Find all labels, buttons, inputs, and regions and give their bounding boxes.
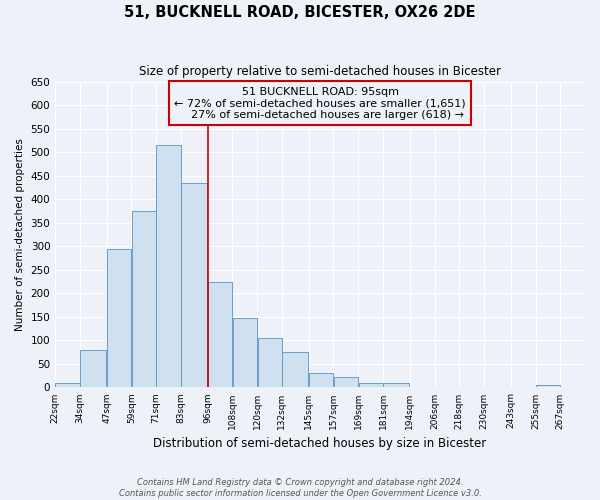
Bar — [107, 249, 131, 388]
Bar — [359, 382, 383, 388]
X-axis label: Distribution of semi-detached houses by size in Bicester: Distribution of semi-detached houses by … — [154, 437, 487, 450]
Bar — [55, 382, 80, 388]
Bar — [80, 350, 106, 388]
Title: Size of property relative to semi-detached houses in Bicester: Size of property relative to semi-detach… — [139, 65, 501, 78]
Text: 51, BUCKNELL ROAD, BICESTER, OX26 2DE: 51, BUCKNELL ROAD, BICESTER, OX26 2DE — [124, 5, 476, 20]
Bar — [208, 282, 232, 388]
Bar — [334, 377, 358, 388]
Bar — [282, 352, 308, 388]
Text: 51 BUCKNELL ROAD: 95sqm
← 72% of semi-detached houses are smaller (1,651)
    27: 51 BUCKNELL ROAD: 95sqm ← 72% of semi-de… — [174, 86, 466, 120]
Bar — [233, 318, 257, 388]
Bar — [536, 385, 560, 388]
Text: Contains HM Land Registry data © Crown copyright and database right 2024.
Contai: Contains HM Land Registry data © Crown c… — [119, 478, 481, 498]
Bar — [132, 211, 156, 388]
Bar — [257, 338, 281, 388]
Y-axis label: Number of semi-detached properties: Number of semi-detached properties — [15, 138, 25, 331]
Bar — [157, 146, 181, 388]
Bar — [181, 183, 208, 388]
Bar — [383, 382, 409, 388]
Bar — [309, 374, 333, 388]
